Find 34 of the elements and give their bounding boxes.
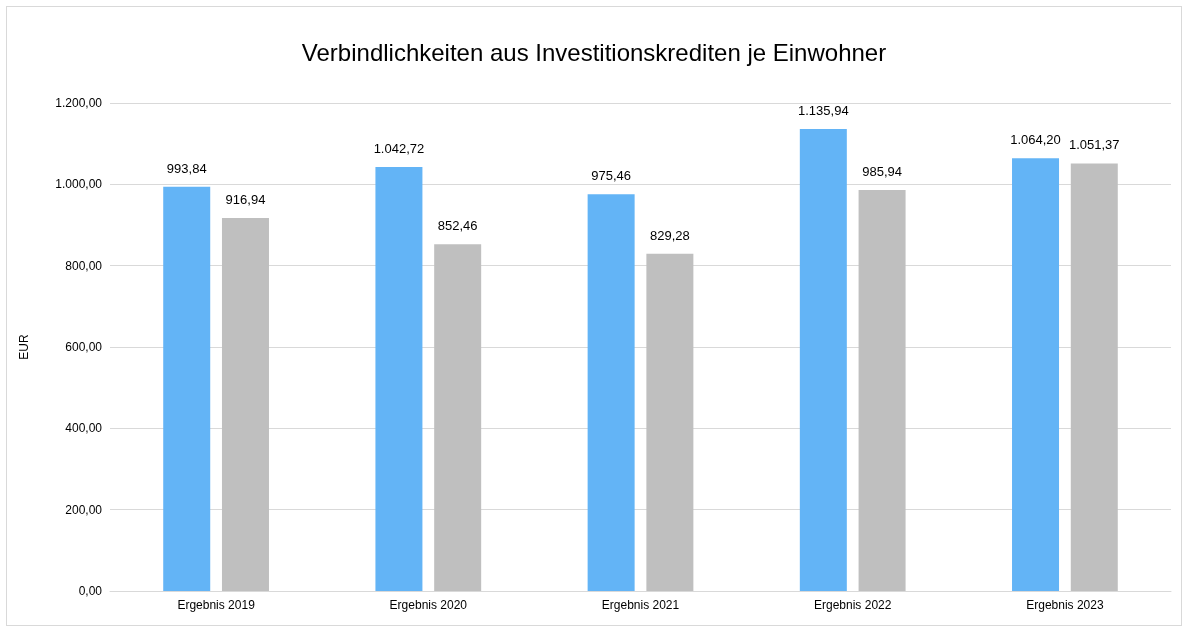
y-tick-label: 1.200,00: [55, 96, 103, 110]
bar: [221, 218, 269, 591]
bar: [587, 194, 635, 591]
data-label: 829,28: [649, 227, 690, 243]
bar: [1070, 163, 1118, 591]
bar: [375, 166, 423, 591]
chart-title: Verbindlichkeiten aus Investitionskrediten je Einwohner: [301, 38, 887, 66]
bar: [1012, 158, 1060, 591]
data-label: 852,46: [437, 218, 478, 234]
data-label: 1.051,37: [1068, 137, 1120, 153]
data-label: 975,46: [591, 168, 632, 184]
data-label: 1.064,20: [1010, 132, 1061, 148]
bar: [646, 253, 694, 591]
y-tick-label: 1.000,00: [55, 177, 103, 192]
x-tick-label: Ergebnis 2021: [601, 598, 680, 612]
x-tick-label: Ergebnis 2020: [389, 598, 468, 612]
x-tick-label: Ergebnis 2019: [177, 598, 256, 612]
y-tick-label: 600,00: [65, 340, 103, 354]
data-label: 1.042,72: [373, 140, 425, 156]
bar: [858, 190, 906, 591]
data-label: 1.135,94: [798, 103, 849, 119]
bar: [163, 186, 211, 591]
y-tick-label: 400,00: [65, 421, 103, 436]
x-tick-label: Ergebnis 2023: [1026, 598, 1104, 612]
y-tick-label: 800,00: [65, 258, 103, 273]
y-tick-label: 0,00: [78, 584, 103, 598]
bar: [799, 129, 847, 591]
x-tick-label: Ergebnis 2022: [814, 598, 892, 612]
data-label: 916,94: [225, 192, 266, 208]
y-tick-label: 200,00: [65, 502, 103, 517]
y-axis-title: EUR: [17, 334, 31, 360]
bar: [434, 244, 482, 591]
data-label: 985,94: [862, 164, 902, 180]
data-label: 993,84: [166, 160, 207, 176]
